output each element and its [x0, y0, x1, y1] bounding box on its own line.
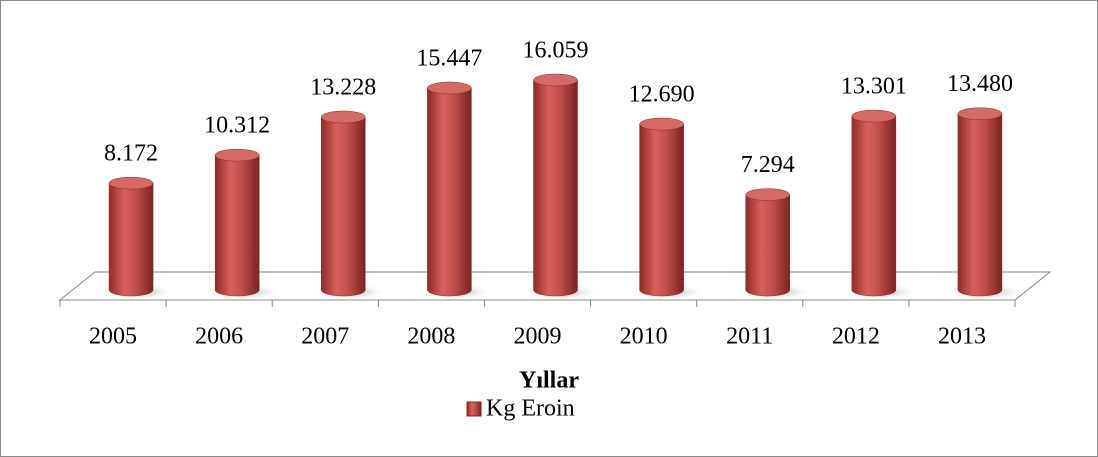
bar-top [108, 176, 154, 190]
data-label: 13.301 [841, 74, 907, 100]
bar-top [957, 107, 1003, 120]
x-tick-label: 2005 [89, 324, 137, 350]
bar [745, 194, 790, 297]
bar-top [533, 73, 578, 87]
data-label: 15.447 [416, 46, 482, 72]
data-label: 10.312 [204, 113, 270, 139]
bar [214, 154, 260, 297]
legend-swatch [466, 401, 482, 417]
bar [427, 87, 472, 297]
data-label: 7.294 [741, 152, 795, 178]
legend-label: Kg Eroin [486, 396, 575, 422]
data-label: 13.228 [310, 75, 376, 101]
data-label: 8.172 [104, 141, 158, 167]
x-tick-label: 2007 [301, 324, 349, 350]
data-label: 16.059 [523, 38, 589, 64]
bar-top [639, 117, 684, 131]
data-label: 13.480 [947, 71, 1013, 97]
bar-top [214, 148, 260, 162]
bar [957, 113, 1003, 297]
x-tick-label: 2008 [407, 324, 455, 350]
bar [321, 116, 366, 297]
x-tick-label: 2012 [832, 324, 880, 350]
x-tick-label: 2009 [514, 324, 562, 350]
bar [851, 115, 897, 297]
bar-top [745, 188, 790, 201]
bar-top [427, 81, 472, 95]
x-tick-label: 2011 [726, 324, 773, 350]
bar [533, 79, 578, 297]
x-tick-label: 2013 [938, 324, 986, 350]
bar [639, 123, 684, 297]
x-tick-label: 2010 [620, 324, 668, 350]
bar-top [851, 109, 897, 123]
x-axis-title: Yıllar [519, 368, 579, 394]
bar-top [321, 110, 366, 124]
bar [108, 182, 154, 297]
x-tick-label: 2006 [195, 324, 243, 350]
data-label: 12.690 [629, 82, 695, 108]
